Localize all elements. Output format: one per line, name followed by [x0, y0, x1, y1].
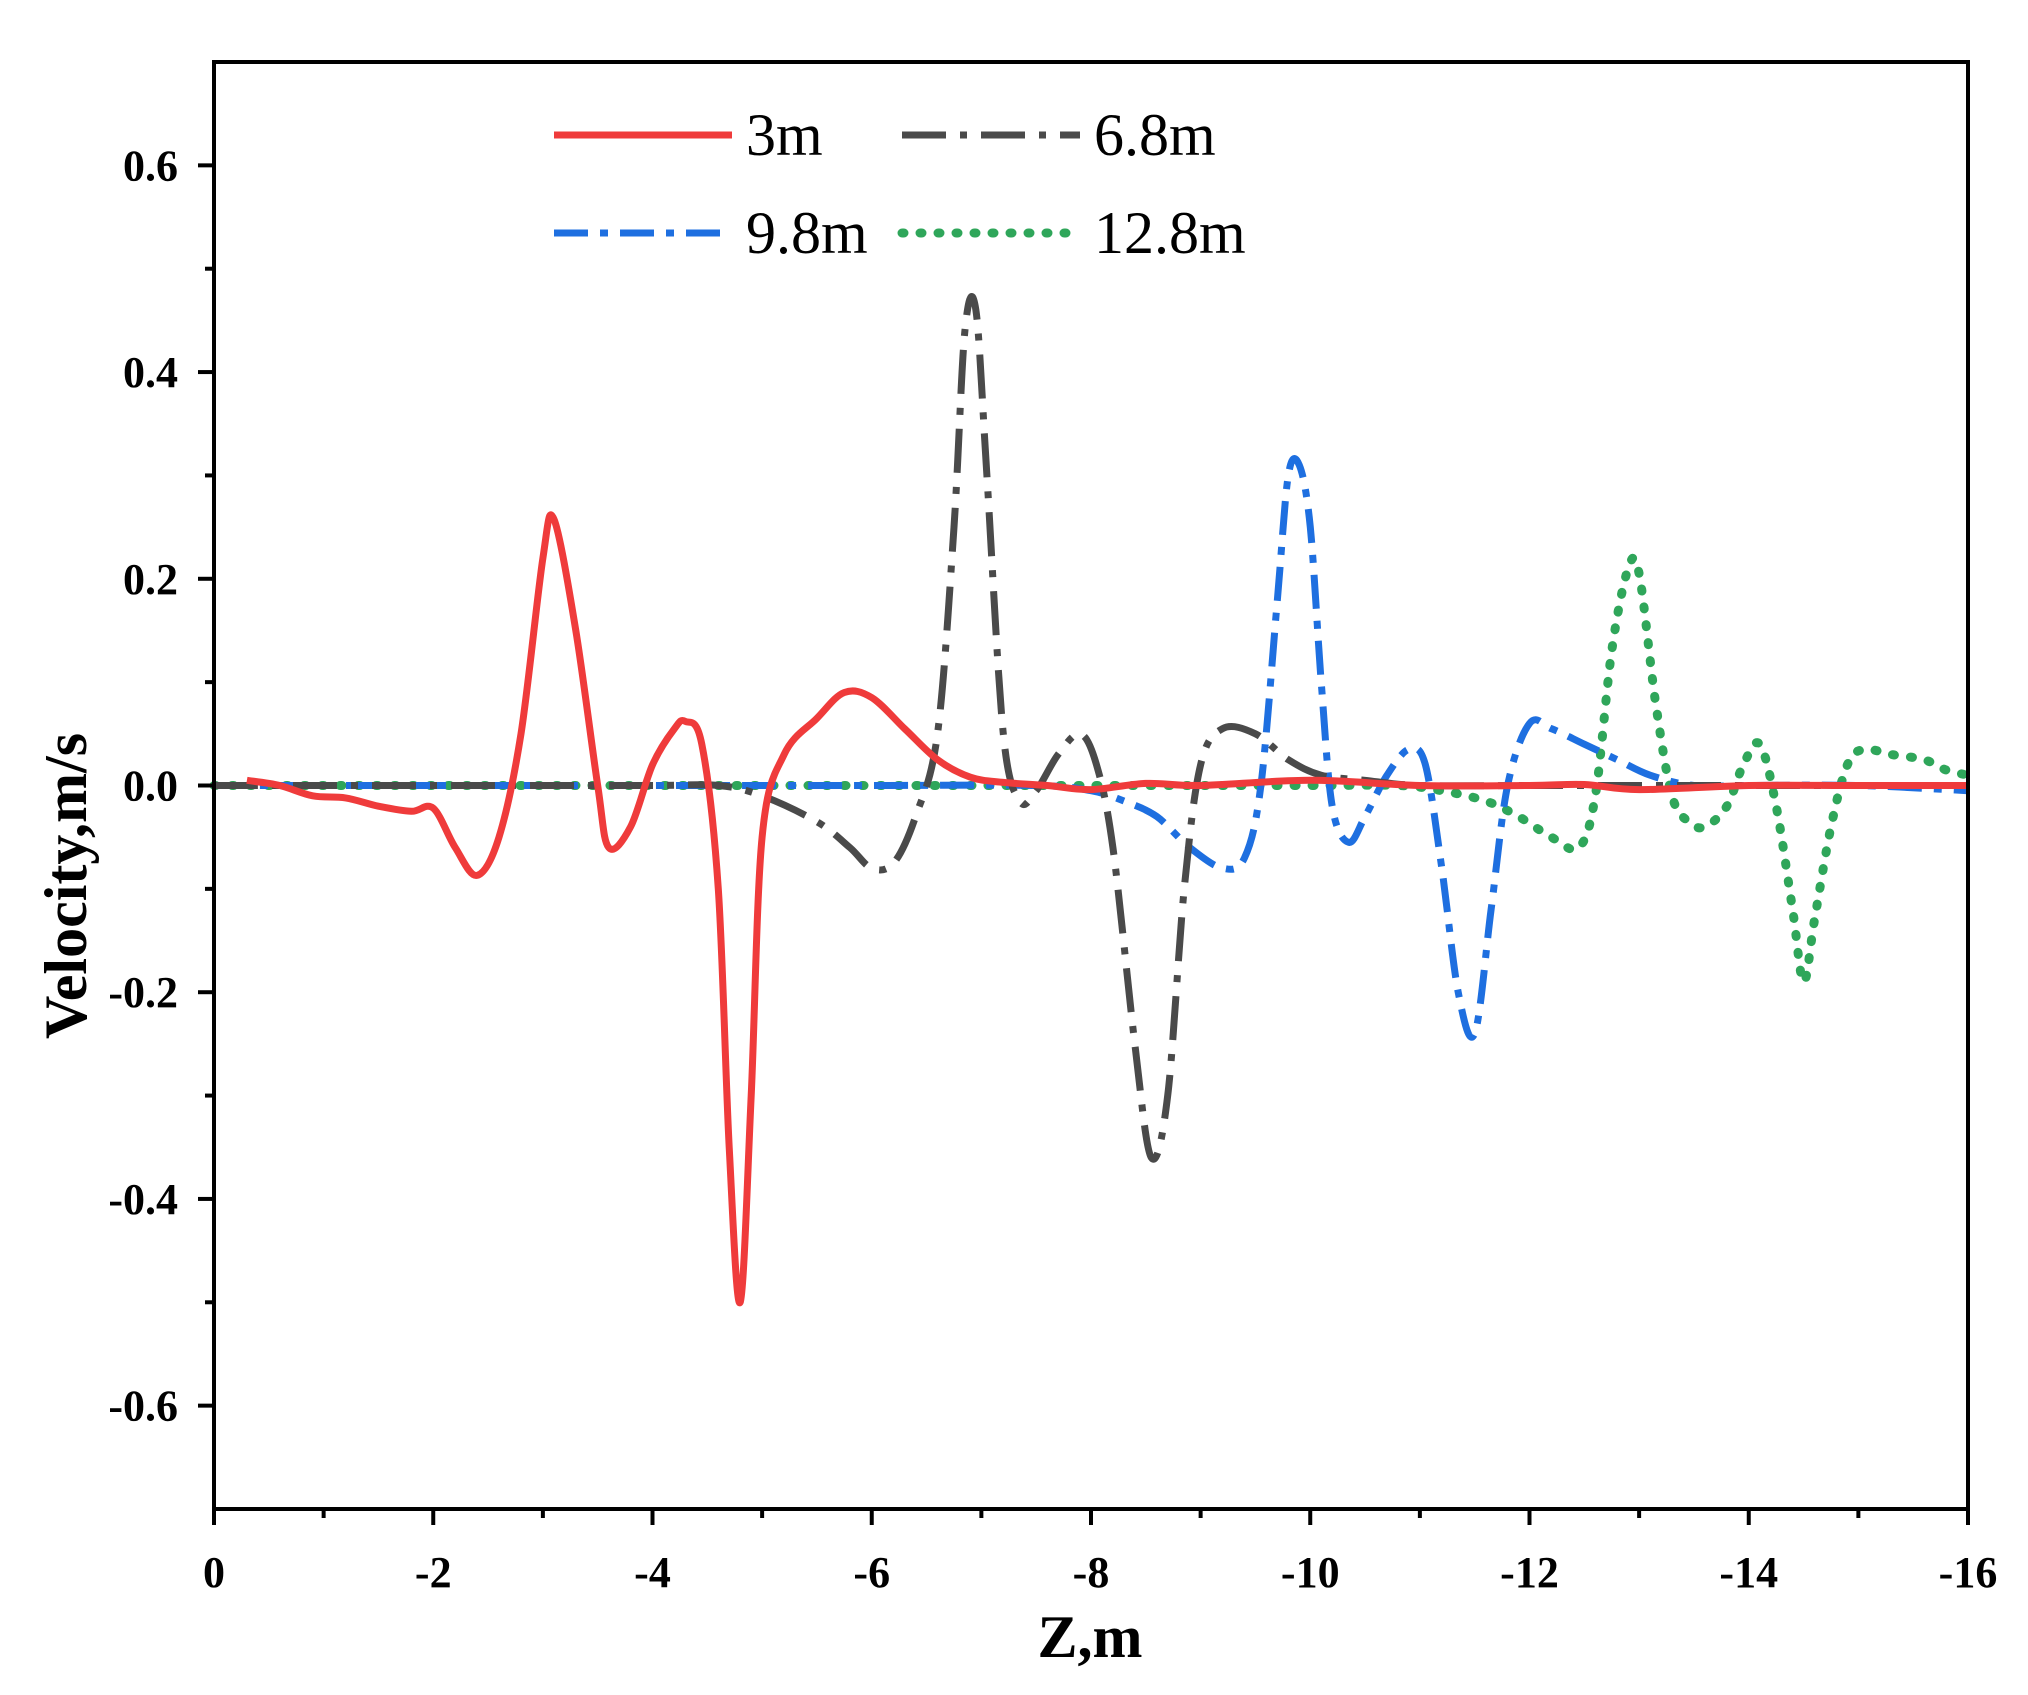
y-tick-label: 0.0 — [123, 762, 178, 811]
legend-label-3m: 3m — [746, 102, 823, 168]
legend-label-12-8m: 12.8m — [1094, 200, 1246, 266]
series-layer — [209, 293, 1973, 1307]
x-tick-label: -12 — [1500, 1548, 1559, 1597]
legend: 3m 6.8m 9.8m 12.8m — [554, 102, 1246, 266]
y-tick-label: -0.6 — [108, 1382, 178, 1431]
x-tick-label: -4 — [634, 1548, 671, 1597]
y-tick-label: -0.4 — [108, 1175, 178, 1224]
legend-label-9-8m: 9.8m — [746, 200, 868, 266]
y-tick-label: -0.2 — [108, 968, 178, 1017]
x-tick-label: -16 — [1939, 1548, 1998, 1597]
x-tick-label: -14 — [1719, 1548, 1778, 1597]
x-axis-title: Z,m — [1038, 1604, 1143, 1670]
series-line-3m — [246, 511, 1968, 1307]
x-tick-label: -2 — [415, 1548, 452, 1597]
x-tick-label: 0 — [203, 1548, 225, 1597]
y-tick-label: 0.2 — [123, 555, 178, 604]
y-tick-label: 0.6 — [123, 141, 178, 190]
x-tick-label: -6 — [853, 1548, 890, 1597]
y-axis-title: Velocity,m/s — [33, 733, 99, 1039]
legend-label-6-8m: 6.8m — [1094, 102, 1216, 168]
y-tick-label: 0.4 — [123, 348, 178, 397]
series-line-12-8m — [209, 553, 1973, 987]
series-line-6-8m — [213, 293, 1968, 1163]
x-tick-label: -8 — [1073, 1548, 1110, 1597]
x-tick-label: -10 — [1281, 1548, 1340, 1597]
axes-layer: 0 -2 -4 -6 -8 -10 -12 -14 -16 -0.6 -0.4 -0.2 0.0 0.2 0… — [108, 60, 1998, 1597]
